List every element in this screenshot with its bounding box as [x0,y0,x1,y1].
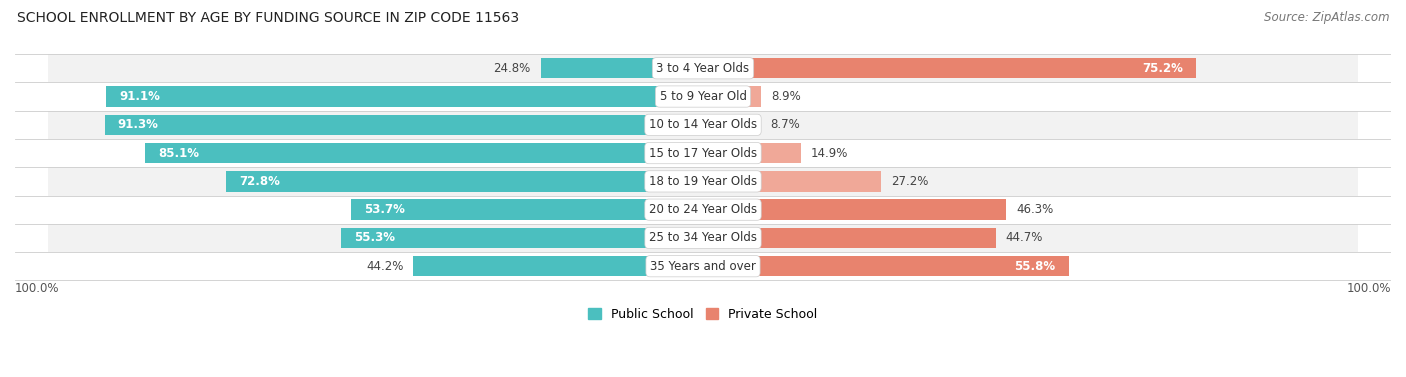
Bar [105,115,703,135]
Bar [703,58,1195,78]
Bar [48,83,1358,111]
Text: 72.8%: 72.8% [239,175,280,188]
Bar [48,224,1358,252]
Bar [413,256,703,276]
Text: 91.1%: 91.1% [120,90,160,103]
Bar [540,58,703,78]
Text: 55.3%: 55.3% [354,231,395,244]
Bar [703,115,761,135]
Text: SCHOOL ENROLLMENT BY AGE BY FUNDING SOURCE IN ZIP CODE 11563: SCHOOL ENROLLMENT BY AGE BY FUNDING SOUR… [17,11,519,25]
Text: 18 to 19 Year Olds: 18 to 19 Year Olds [650,175,756,188]
Bar [105,86,703,107]
Text: 46.3%: 46.3% [1017,203,1053,216]
Text: 24.8%: 24.8% [494,62,530,75]
Bar [703,86,761,107]
Text: 75.2%: 75.2% [1142,62,1182,75]
Bar [48,139,1358,167]
Text: 25 to 34 Year Olds: 25 to 34 Year Olds [650,231,756,244]
Text: 5 to 9 Year Old: 5 to 9 Year Old [659,90,747,103]
Text: 10 to 14 Year Olds: 10 to 14 Year Olds [650,118,756,131]
Text: 20 to 24 Year Olds: 20 to 24 Year Olds [650,203,756,216]
Bar [352,199,703,220]
Bar [48,54,1358,83]
Text: 27.2%: 27.2% [891,175,928,188]
Bar [703,256,1069,276]
Bar [48,196,1358,224]
Text: 3 to 4 Year Olds: 3 to 4 Year Olds [657,62,749,75]
Bar [145,143,703,163]
Bar [340,228,703,248]
Bar [703,143,800,163]
Text: 44.2%: 44.2% [366,260,404,273]
Text: 100.0%: 100.0% [15,282,59,295]
Text: 44.7%: 44.7% [1005,231,1043,244]
Bar [703,228,995,248]
Bar [703,199,1007,220]
Text: 55.8%: 55.8% [1014,260,1056,273]
Text: 53.7%: 53.7% [364,203,405,216]
Bar [48,252,1358,280]
Text: 14.9%: 14.9% [810,147,848,159]
Text: 15 to 17 Year Olds: 15 to 17 Year Olds [650,147,756,159]
Text: 85.1%: 85.1% [159,147,200,159]
Text: 8.9%: 8.9% [770,90,801,103]
Text: Source: ZipAtlas.com: Source: ZipAtlas.com [1264,11,1389,24]
Text: 8.7%: 8.7% [770,118,800,131]
Bar [703,171,882,192]
Text: 91.3%: 91.3% [118,118,159,131]
Bar [226,171,703,192]
Legend: Public School, Private School: Public School, Private School [583,303,823,326]
Bar [48,167,1358,196]
Bar [48,111,1358,139]
Text: 100.0%: 100.0% [1347,282,1391,295]
Text: 35 Years and over: 35 Years and over [650,260,756,273]
